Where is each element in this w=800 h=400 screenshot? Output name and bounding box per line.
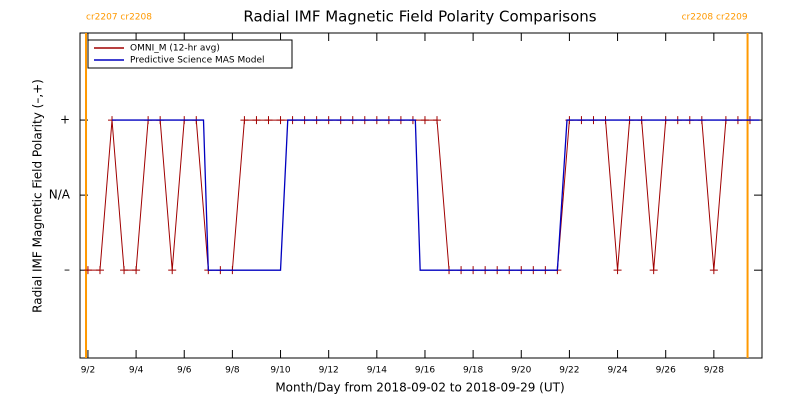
x-tick-label: 9/26 [656, 366, 676, 376]
y-tick-label: – [64, 263, 70, 277]
legend-label: Predictive Science MAS Model [130, 56, 265, 66]
x-tick-label: 9/8 [225, 366, 240, 376]
point-marker [252, 116, 261, 125]
point-marker [276, 116, 285, 125]
point-marker [613, 266, 622, 275]
x-tick-label: 9/6 [177, 366, 192, 376]
point-marker [83, 266, 92, 275]
legend-label: OMNI_M (12-hr avg) [130, 44, 220, 54]
x-axis-label: Month/Day from 2018-09-02 to 2018-09-29 … [275, 381, 564, 395]
y-axis-label: Radial IMF Magnetic Field Polarity (–,+) [31, 79, 45, 313]
x-tick-label: 9/2 [81, 366, 95, 376]
x-tick-label: 9/20 [511, 366, 531, 376]
x-tick-label: 9/14 [367, 366, 387, 376]
point-marker [95, 266, 104, 275]
legend-box [87, 39, 293, 69]
point-marker [120, 266, 129, 275]
x-tick-label: 9/4 [129, 366, 144, 376]
point-marker [433, 116, 442, 125]
x-tick-label: 9/16 [415, 366, 435, 376]
point-marker [709, 266, 718, 275]
x-tick-label: 9/28 [704, 366, 724, 376]
x-tick-label: 9/22 [559, 366, 579, 376]
point-marker [649, 266, 658, 275]
series-line [112, 119, 760, 271]
x-tick-label: 9/12 [319, 366, 339, 376]
point-marker [420, 116, 429, 125]
x-tick-label: 9/18 [463, 366, 483, 376]
boundary-label: cr2208 cr2209 [682, 13, 748, 23]
point-marker [264, 116, 273, 125]
boundary-label: cr2207 cr2208 [86, 13, 152, 23]
y-tick-label: N/A [49, 188, 71, 202]
chart-title: Radial IMF Magnetic Field Polarity Compa… [243, 8, 596, 26]
x-tick-label: 9/10 [270, 366, 290, 376]
x-tick-label: 9/24 [607, 366, 627, 376]
point-marker [168, 266, 177, 275]
y-tick-label: + [60, 113, 70, 127]
point-marker [240, 116, 249, 125]
point-marker [132, 266, 141, 275]
